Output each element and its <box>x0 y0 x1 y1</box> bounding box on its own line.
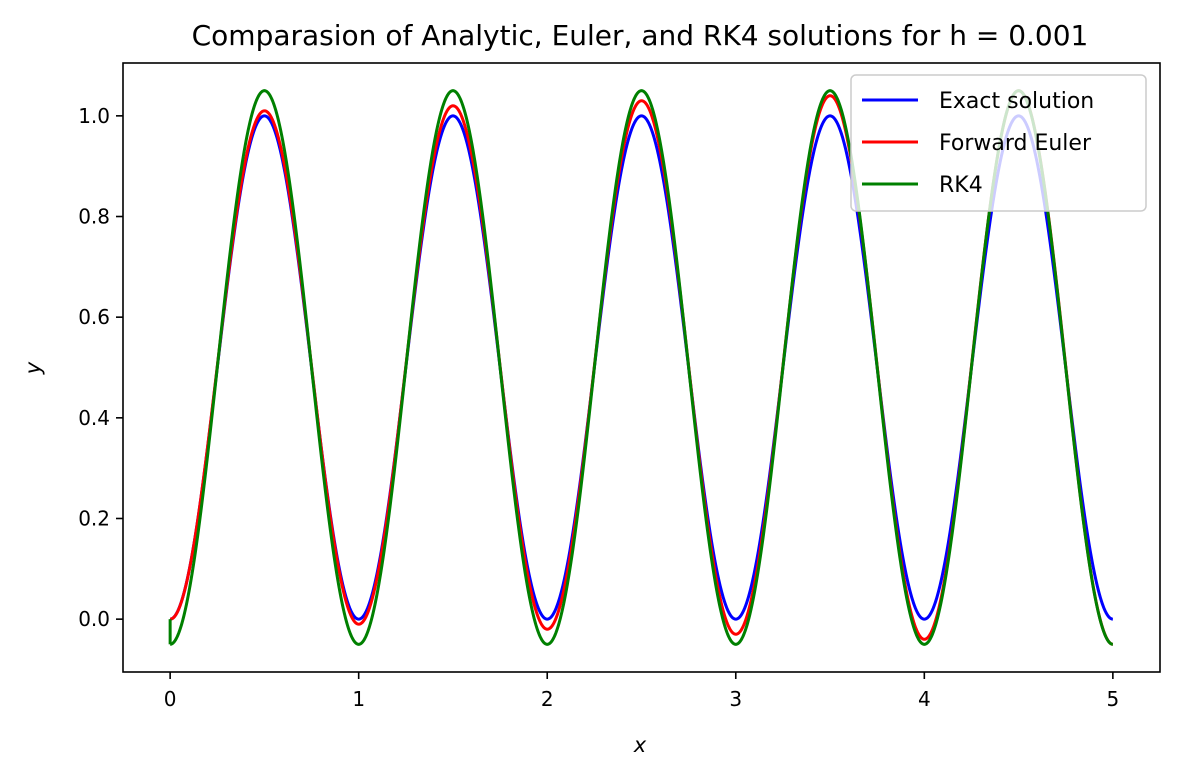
legend-label: RK4 <box>939 173 983 198</box>
x-tick-label: 5 <box>1106 687 1119 711</box>
axes-frame <box>122 62 1161 673</box>
y-tick-label: 0.0 <box>78 607 110 631</box>
series-line <box>169 89 1114 646</box>
x-tick-label: 2 <box>541 687 554 711</box>
x-axis-label: x <box>633 733 647 757</box>
y-tick-label: 1.0 <box>78 104 110 128</box>
y-tick-label: 0.2 <box>78 506 110 530</box>
y-tick-label: 0.6 <box>78 305 110 329</box>
y-tick-label: 0.8 <box>78 205 110 229</box>
y-tick-label: 0.4 <box>78 406 110 430</box>
chart-title: Comparasion of Analytic, Euler, and RK4 … <box>192 19 1089 52</box>
legend: Exact solution Forward Euler RK4 <box>850 74 1147 212</box>
x-tick-label: 0 <box>164 687 177 711</box>
plot-area <box>122 62 1161 673</box>
legend-label: Exact solution <box>939 89 1094 114</box>
x-axis: 0 1 2 3 4 5 <box>164 672 1119 711</box>
legend-label: Forward Euler <box>939 131 1092 156</box>
x-tick-label: 3 <box>729 687 742 711</box>
x-tick-label: 1 <box>352 687 365 711</box>
legend-box <box>850 74 1147 212</box>
y-axis-label: y <box>21 361 45 375</box>
x-tick-label: 4 <box>918 687 931 711</box>
y-axis: 0.0 0.2 0.4 0.6 0.8 1.0 <box>78 104 123 631</box>
